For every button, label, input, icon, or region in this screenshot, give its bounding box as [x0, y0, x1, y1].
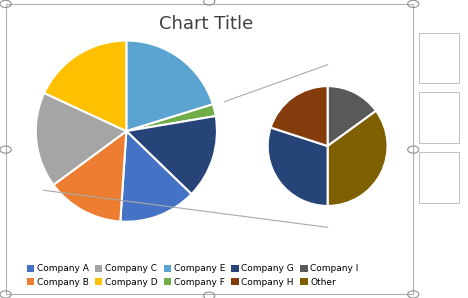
Wedge shape	[271, 86, 328, 146]
Wedge shape	[126, 41, 213, 131]
Wedge shape	[126, 104, 216, 131]
Wedge shape	[268, 128, 328, 206]
Wedge shape	[53, 131, 126, 221]
Wedge shape	[44, 41, 126, 131]
Wedge shape	[120, 131, 191, 222]
Text: Chart Title: Chart Title	[159, 15, 253, 33]
Wedge shape	[36, 93, 126, 185]
Legend: Company A, Company B, Company C, Company D, Company E, Company F, Company G, Com: Company A, Company B, Company C, Company…	[23, 261, 362, 291]
Wedge shape	[126, 116, 217, 194]
Ellipse shape	[427, 123, 433, 130]
Wedge shape	[328, 111, 388, 206]
Wedge shape	[328, 86, 376, 146]
